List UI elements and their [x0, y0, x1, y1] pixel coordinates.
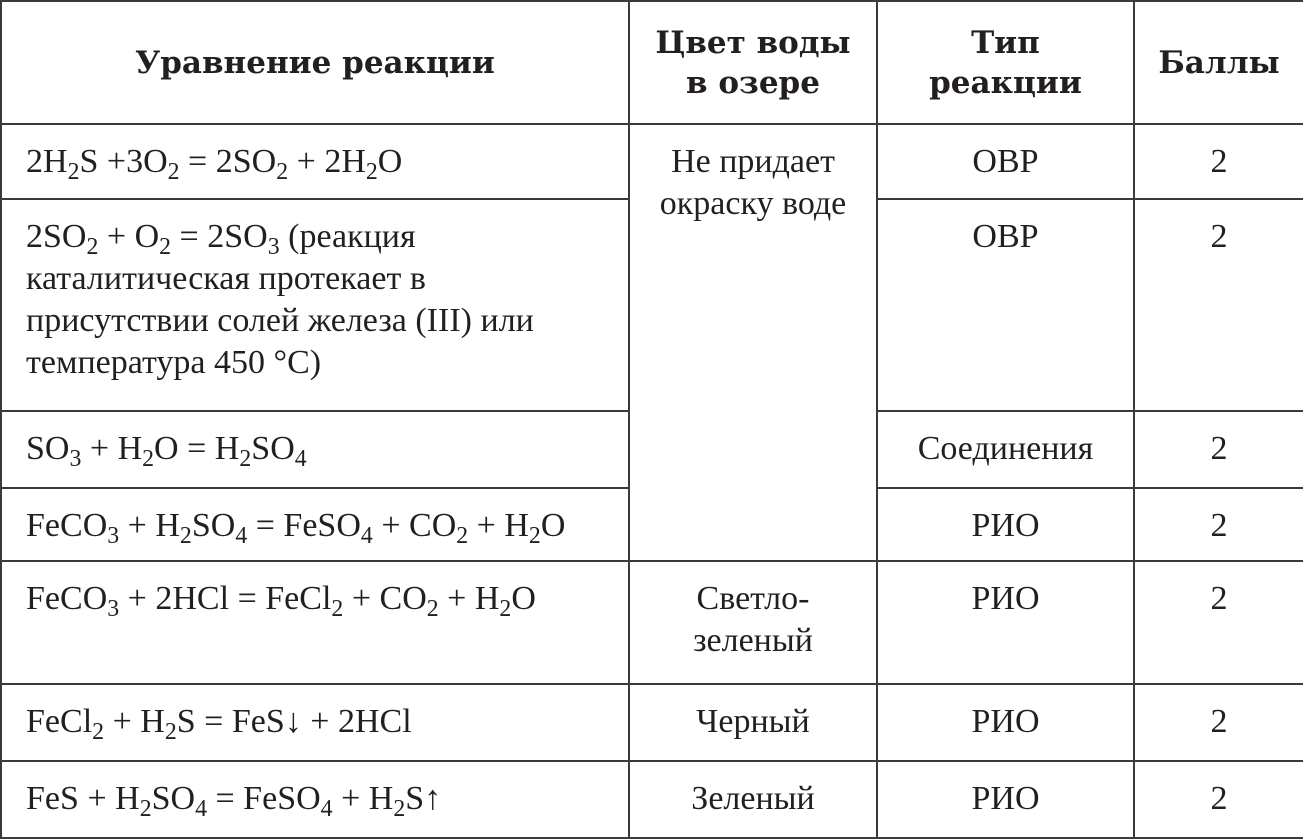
subscript: 2 — [426, 596, 439, 623]
reaction-type-cell: Соединения — [876, 410, 1135, 489]
subscript: 4 — [360, 523, 373, 550]
reaction-type-cell: РИО — [876, 487, 1135, 562]
subscript: 2 — [239, 446, 252, 473]
subscript: 2 — [86, 234, 99, 261]
water-color-cell: Зеленый — [628, 760, 878, 839]
subscript: 2 — [179, 523, 192, 550]
table-row: 2H2S +3O2 = 2SO2 + 2H2O Не придает окрас… — [0, 123, 1303, 562]
subscript: 3 — [107, 523, 120, 550]
subscript: 2 — [67, 159, 80, 186]
table-row: FeCO3 + 2HCl = FeCl2 + CO2 + H2O Светло-… — [0, 560, 1303, 685]
header-reaction-type: Тип реакции — [876, 0, 1135, 125]
equation-cell: 2H2S +3O2 = 2SO2 + 2H2O — [0, 123, 630, 200]
table-row: FeCO3 + H2SO4 = FeSO4 + CO2 + H2O РИО 2 — [0, 487, 1303, 562]
subscript: 4 — [235, 523, 248, 550]
subscript: 2 — [365, 159, 378, 186]
subscript: 2 — [164, 719, 177, 746]
header-equation: Уравнение реакции — [0, 0, 630, 125]
equation-cell: SO3 + H2O = H2SO4 — [0, 410, 630, 489]
subscript: 2 — [528, 523, 541, 550]
table-row: SO3 + H2O = H2SO4 Соединения 2 — [0, 410, 1303, 489]
subscript: 2 — [456, 523, 469, 550]
subscript: 2 — [159, 234, 172, 261]
reaction-type-cell: ОВР — [876, 198, 1135, 412]
subscript: 2 — [142, 446, 155, 473]
points-cell: 2 — [1133, 560, 1303, 685]
equation-cell: FeS + H2SO4 = FeSO4 + H2S↑ — [0, 760, 630, 839]
equation-cell: FeCO3 + H2SO4 = FeSO4 + CO2 + H2O — [0, 487, 630, 562]
subscript: 2 — [331, 596, 344, 623]
table-row: FeS + H2SO4 = FeSO4 + H2S↑ Зеленый РИО 2 — [0, 760, 1303, 839]
subscript: 4 — [195, 796, 207, 823]
subscript: 2 — [276, 159, 289, 186]
header-row: Уравнение реакции Цвет воды в озере Тип … — [0, 0, 1303, 125]
water-color-cell: Не придает окраску воде — [628, 123, 878, 562]
reaction-type-cell: ОВР — [876, 123, 1135, 200]
subscript: 2 — [167, 159, 180, 186]
subscript: 3 — [69, 446, 82, 473]
subscript: 4 — [320, 796, 333, 823]
subscript: 2 — [393, 796, 406, 823]
header-points: Баллы — [1133, 0, 1303, 125]
points-cell: 2 — [1133, 683, 1303, 762]
subscript: 3 — [267, 234, 280, 261]
reaction-type-cell: РИО — [876, 683, 1135, 762]
table-row: FeCl2 + H2S = FeS↓ + 2HCl Черный РИО 2 — [0, 683, 1303, 762]
points-cell: 2 — [1133, 760, 1303, 839]
subscript: 2 — [139, 796, 152, 823]
equation-cell: FeCl2 + H2S = FeS↓ + 2HCl — [0, 683, 630, 762]
subscript: 3 — [107, 596, 120, 623]
water-color-cell: Черный — [628, 683, 878, 762]
water-color-cell: Светло-зеленый — [628, 560, 878, 685]
equation-cell: FeCO3 + 2HCl = FeCl2 + CO2 + H2O — [0, 560, 630, 685]
subscript: 2 — [499, 596, 512, 623]
subscript: 4 — [294, 446, 307, 473]
points-cell: 2 — [1133, 198, 1303, 412]
reaction-type-cell: РИО — [876, 560, 1135, 685]
subscript: 2 — [92, 719, 105, 746]
equation-cell: 2SO2 + O2 = 2SO3 (реакция каталитическая… — [0, 198, 630, 412]
points-cell: 2 — [1133, 410, 1303, 489]
header-water-color: Цвет воды в озере — [628, 0, 878, 125]
points-cell: 2 — [1133, 487, 1303, 562]
points-cell: 2 — [1133, 123, 1303, 200]
table-row: 2SO2 + O2 = 2SO3 (реакция каталитическая… — [0, 198, 1303, 412]
reaction-type-cell: РИО — [876, 760, 1135, 839]
